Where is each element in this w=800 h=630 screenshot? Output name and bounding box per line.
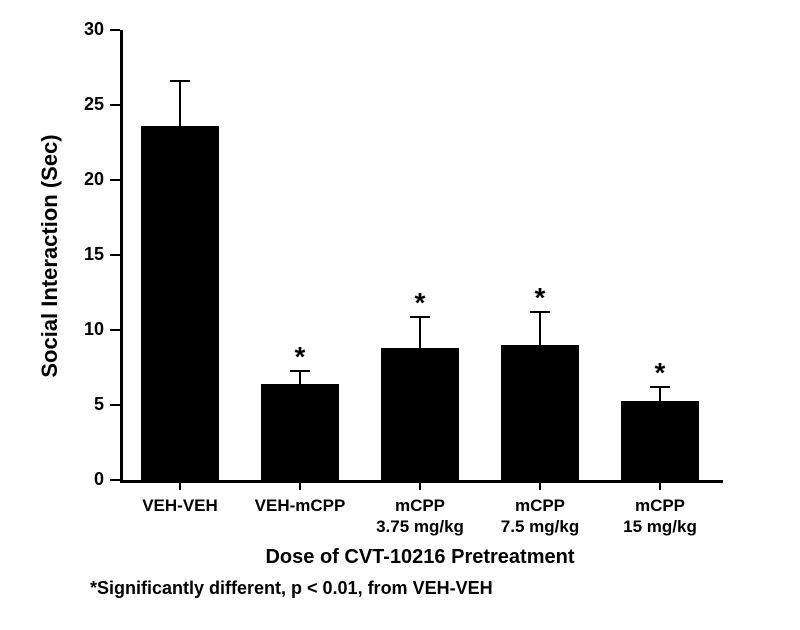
x-axis-label: Dose of CVT-10216 Pretreatment — [120, 546, 720, 569]
y-axis-label: Social Interaction (Sec) — [37, 126, 63, 386]
x-tick-label: mCPP — [600, 496, 720, 516]
x-tick-label-sub: 15 mg/kg — [600, 517, 720, 537]
y-tick — [110, 329, 120, 331]
y-tick-label: 30 — [64, 19, 104, 40]
bar-chart: Social Interaction (Sec) Dose of CVT-102… — [0, 0, 800, 630]
error-bar — [659, 387, 661, 401]
x-tick-label: VEH-mCPP — [240, 496, 360, 516]
y-tick-label: 10 — [64, 319, 104, 340]
bar — [141, 126, 219, 480]
x-tick — [179, 480, 181, 490]
y-tick — [110, 179, 120, 181]
x-tick-label-sub: 3.75 mg/kg — [360, 517, 480, 537]
y-tick — [110, 29, 120, 31]
footnote: *Significantly different, p < 0.01, from… — [90, 578, 493, 599]
y-tick-label: 5 — [64, 394, 104, 415]
x-tick-label: mCPP — [360, 496, 480, 516]
error-bar — [179, 81, 181, 126]
significance-star: * — [650, 357, 670, 389]
significance-star: * — [410, 287, 430, 319]
y-tick-label: 25 — [64, 94, 104, 115]
y-tick — [110, 479, 120, 481]
significance-star: * — [530, 282, 550, 314]
x-tick-label-sub: 7.5 mg/kg — [480, 517, 600, 537]
bar — [261, 384, 339, 480]
y-tick-label: 20 — [64, 169, 104, 190]
error-bar — [539, 312, 541, 345]
bar — [381, 348, 459, 480]
x-tick-label: mCPP — [480, 496, 600, 516]
x-tick — [539, 480, 541, 490]
x-tick — [659, 480, 661, 490]
bar — [621, 401, 699, 481]
error-bar — [299, 371, 301, 385]
x-tick-label: VEH-VEH — [120, 496, 240, 516]
y-tick — [110, 104, 120, 106]
error-bar-cap — [170, 80, 190, 82]
y-tick — [110, 254, 120, 256]
y-tick-label: 0 — [64, 469, 104, 490]
x-tick — [299, 480, 301, 490]
x-tick — [419, 480, 421, 490]
significance-star: * — [290, 341, 310, 373]
bar — [501, 345, 579, 480]
y-tick-label: 15 — [64, 244, 104, 265]
y-tick — [110, 404, 120, 406]
error-bar — [419, 317, 421, 349]
